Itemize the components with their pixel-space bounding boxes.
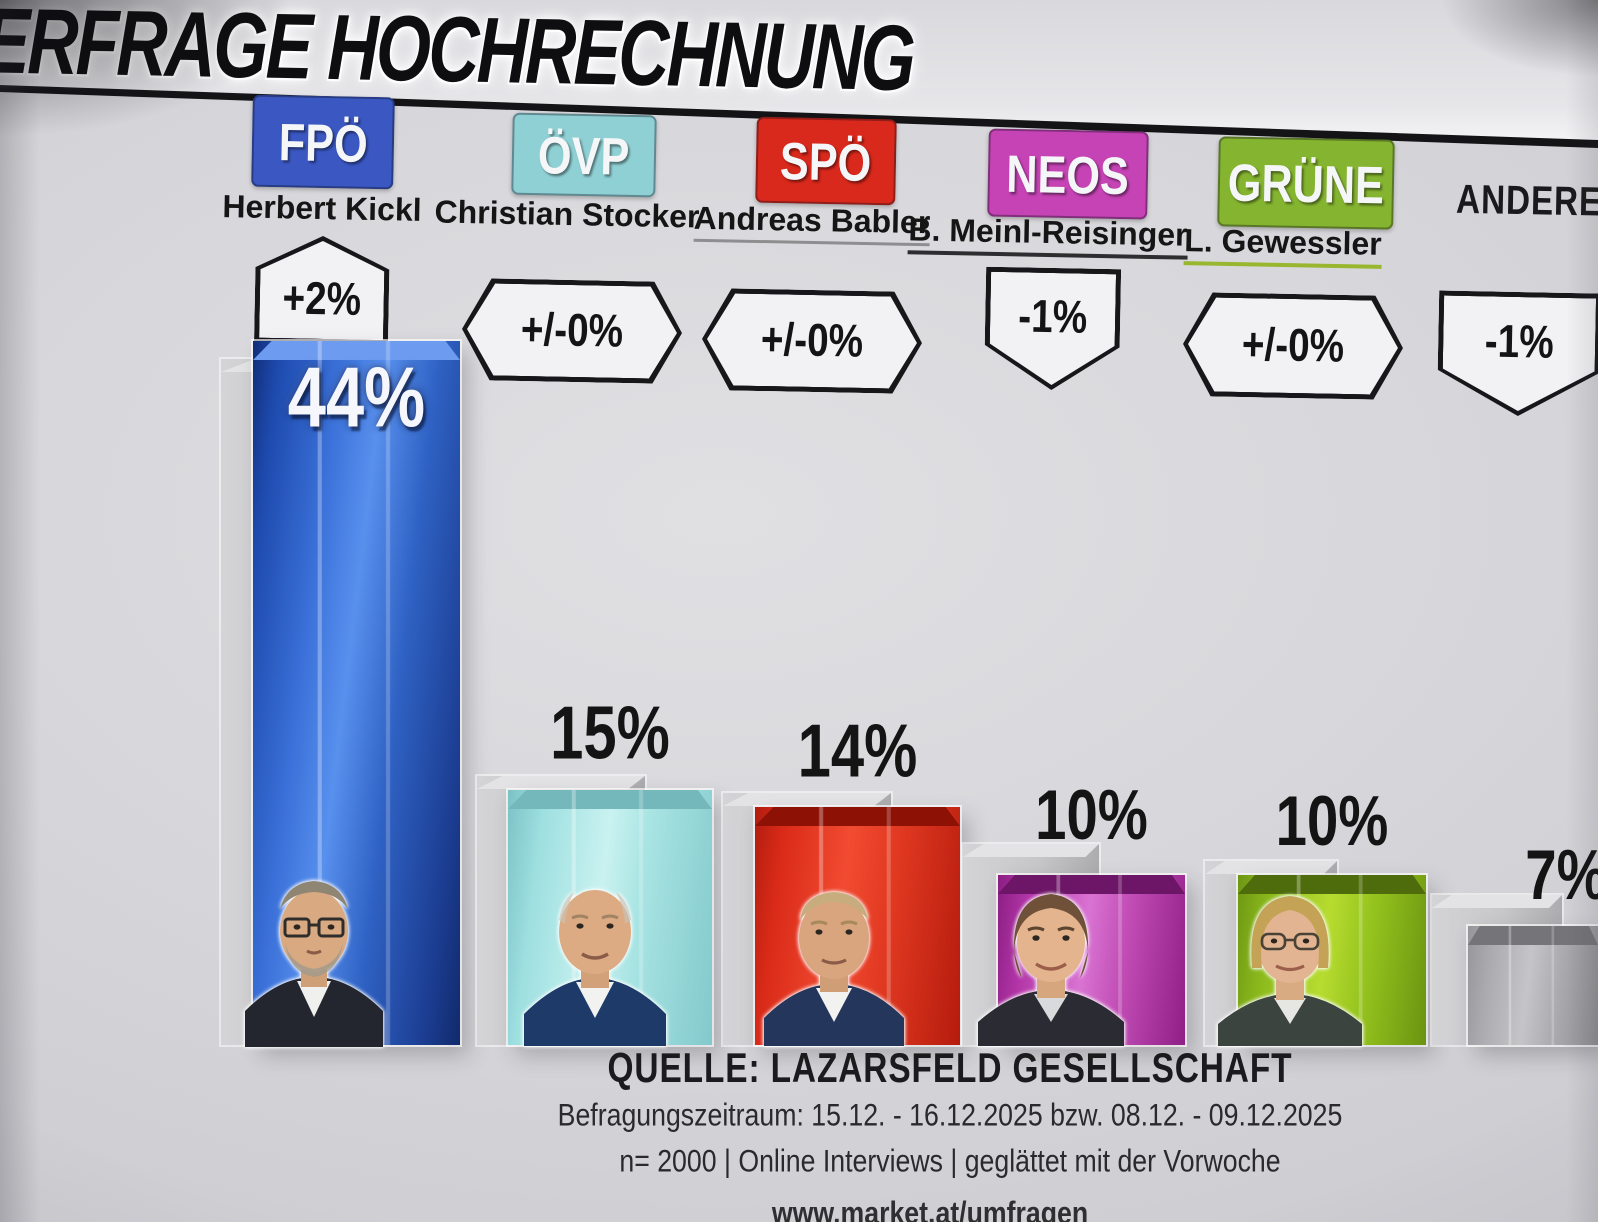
change-value: +/-0% [520, 303, 624, 358]
change-badge-spoe: +/-0% [701, 288, 923, 394]
change-value: +2% [282, 272, 362, 326]
source-url: www.market.at/umfragen [771, 1196, 1089, 1222]
bar-top-face [508, 790, 712, 809]
party-label: SPÖ [779, 130, 873, 192]
candidate-photo-gewessler [1218, 896, 1362, 1046]
candidate-photo-babler [764, 892, 904, 1046]
change-value: +/-0% [760, 313, 864, 368]
value-label-spoe: 14% [797, 709, 918, 793]
party-label: NEOS [1006, 143, 1130, 205]
source-line: QUELLE: LAZARSFELD GESELLSCHAFT [607, 1045, 1293, 1093]
change-badge-neos: -1% [984, 267, 1121, 392]
change-value: +/-0% [1241, 318, 1345, 373]
candidate-name-kickl: Herbert Kickl [222, 188, 422, 228]
value-label-andere: 7% [1525, 835, 1598, 915]
party-label: GRÜNE [1227, 151, 1385, 215]
change-badge-fpoe: +2% [254, 235, 390, 346]
candidate-photo-stocker [524, 890, 666, 1046]
survey-period-line: Befragungszeitraum: 15.12. - 16.12.2025 … [557, 1098, 1343, 1134]
candidate-name-stocker: Christian Stocker [434, 193, 700, 235]
bar-top-face [1468, 926, 1598, 945]
bar-andere [1468, 926, 1598, 1045]
party-label-box-spoe: SPÖ [755, 116, 897, 206]
change-badge-oevp: +/-0% [461, 278, 683, 384]
party-label-box-oevp: ÖVP [511, 112, 657, 198]
method-line: n= 2000 | Online Interviews | geglättet … [619, 1144, 1281, 1180]
party-label: FPÖ [277, 111, 369, 173]
value-label-oevp: 15% [550, 691, 670, 775]
change-value: -1% [1484, 315, 1555, 369]
value-label-gruene: 10% [1275, 781, 1389, 861]
party-label: ÖVP [537, 124, 631, 186]
change-value: -1% [1017, 290, 1088, 344]
value-label-neos: 10% [1035, 775, 1148, 855]
candidate-photo-meinl-reisinger [978, 894, 1124, 1046]
change-badge-gruene: +/-0% [1182, 292, 1404, 400]
chart-title: ERFRAGE HOCHRECHNUNG [0, 0, 915, 111]
party-label-box-neos: NEOS [987, 128, 1149, 220]
party-label-andere: ANDERE [1455, 176, 1598, 225]
party-label-box-gruene: GRÜNE [1217, 136, 1395, 230]
bar-top-face [755, 807, 960, 826]
change-badge-andere: -1% [1437, 290, 1598, 417]
value-label-fpoe: 44% [287, 348, 426, 446]
party-label-box-fpoe: FPÖ [251, 94, 395, 190]
candidate-name-gewessler: L. Gewessler [1143, 221, 1424, 269]
candidate-photo-kickl [245, 881, 383, 1047]
